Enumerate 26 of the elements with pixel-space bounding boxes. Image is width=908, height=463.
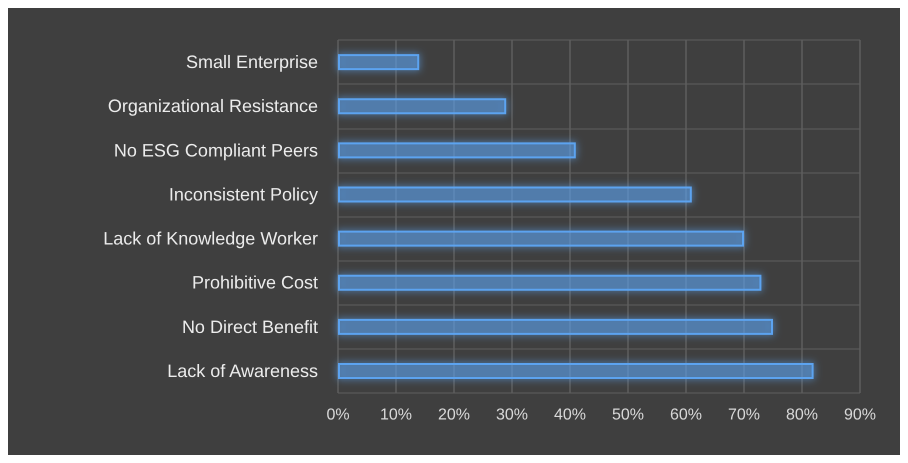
- x-tick-label: 90%: [844, 406, 876, 424]
- x-tick-label: 60%: [670, 406, 702, 424]
- bar: [338, 54, 420, 70]
- x-tick-label: 40%: [554, 406, 586, 424]
- x-tick-label: 50%: [612, 406, 644, 424]
- x-tick-label: 70%: [728, 406, 760, 424]
- bar: [338, 230, 744, 247]
- x-tick-label: 0%: [326, 406, 350, 424]
- y-tick-label: Organizational Resistance: [108, 96, 318, 116]
- x-tick-label: 20%: [438, 406, 470, 424]
- y-tick-label: Inconsistent Policy: [168, 184, 318, 204]
- bar: [338, 274, 762, 291]
- bar: [338, 142, 576, 158]
- y-tick-label: No Direct Benefit: [182, 316, 318, 337]
- x-tick-label: 30%: [496, 406, 528, 424]
- bar: [338, 362, 814, 379]
- x-tick-label: 10%: [380, 406, 412, 424]
- bar: [338, 186, 692, 202]
- x-tick-label: 80%: [786, 406, 818, 424]
- y-tick-label: Lack of Awareness: [167, 360, 318, 381]
- bar: [338, 98, 506, 114]
- bar: [338, 318, 773, 335]
- y-tick-label: Prohibitive Cost: [192, 272, 318, 293]
- y-tick-label: Lack of Knowledge Worker: [103, 228, 318, 249]
- y-tick-label: No ESG Compliant Peers: [114, 140, 318, 160]
- y-tick-label: Small Enterprise: [186, 52, 318, 72]
